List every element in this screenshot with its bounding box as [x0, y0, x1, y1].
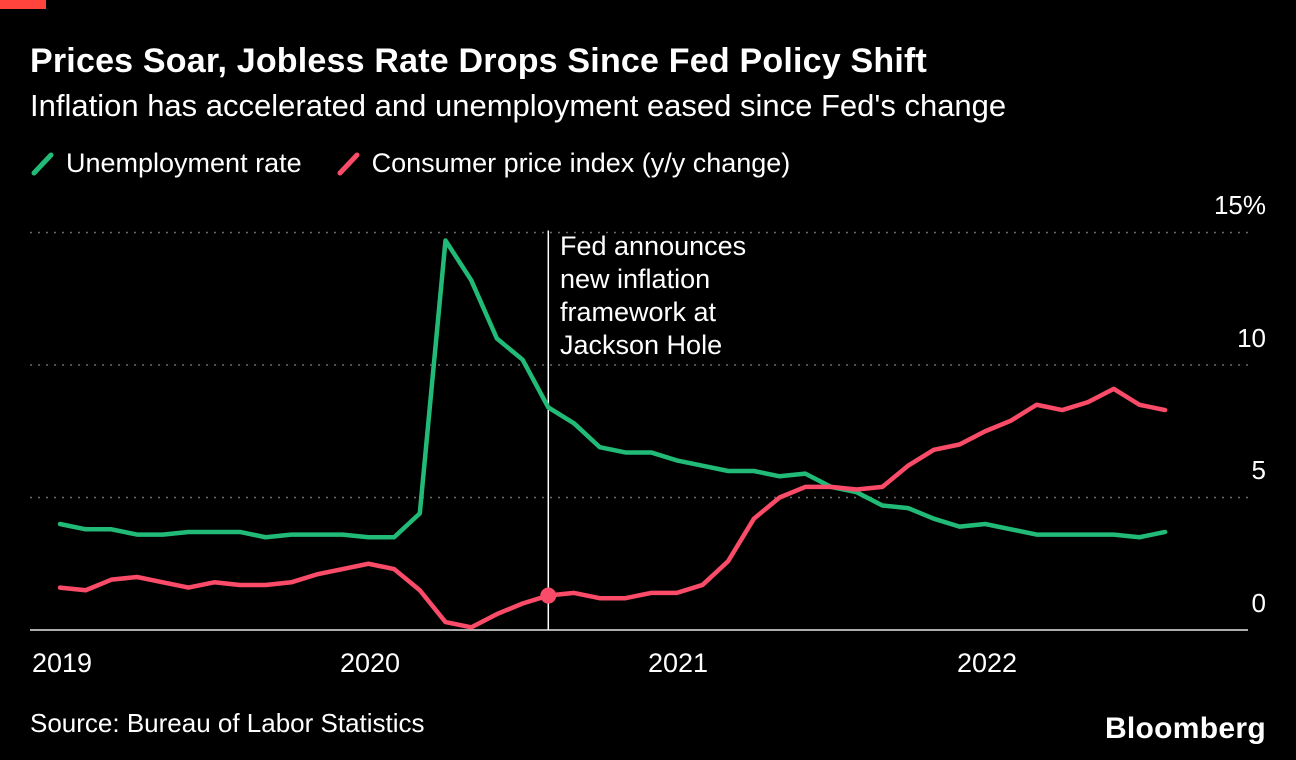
y-axis-tick-5: 5: [1251, 455, 1266, 485]
source-note: Source: Bureau of Labor Statistics: [30, 708, 425, 738]
page-subtitle: Inflation has accelerated and unemployme…: [30, 88, 1007, 123]
y-axis-tick-10: 10: [1237, 323, 1266, 353]
bloomberg-logo: Bloomberg: [1104, 712, 1266, 745]
legend-item-cpi: Consumer price index (y/y change): [336, 148, 791, 179]
legend: Unemployment rate Consumer price index (…: [30, 148, 790, 179]
y-axis-tick-15: 15%: [1213, 190, 1266, 220]
x-axis-tick-2020: 2020: [339, 648, 401, 678]
x-axis-tick-2019: 2019: [31, 648, 93, 678]
y-axis-tick-0: 0: [1251, 588, 1266, 618]
green-line-swatch-icon: [31, 152, 54, 175]
annotation-line-2: new inflation: [560, 264, 711, 294]
legend-item-unemployment: Unemployment rate: [30, 148, 302, 179]
annotation-line-4: Jackson Hole: [560, 330, 723, 360]
jackson-hole-annotation: Fed announces new inflation framework at…: [560, 230, 746, 362]
annotation-line-3: framework at: [560, 297, 717, 327]
page-title: Prices Soar, Jobless Rate Drops Since Fe…: [30, 42, 928, 80]
annotation-line-1: Fed announces: [560, 231, 747, 261]
legend-label-unemployment: Unemployment rate: [66, 148, 302, 178]
accent-bar: [0, 0, 46, 9]
pink-line-swatch-icon: [337, 152, 360, 175]
legend-label-cpi: Consumer price index (y/y change): [371, 148, 791, 178]
x-axis-tick-2022: 2022: [956, 648, 1018, 678]
x-axis-tick-2021: 2021: [647, 648, 709, 678]
